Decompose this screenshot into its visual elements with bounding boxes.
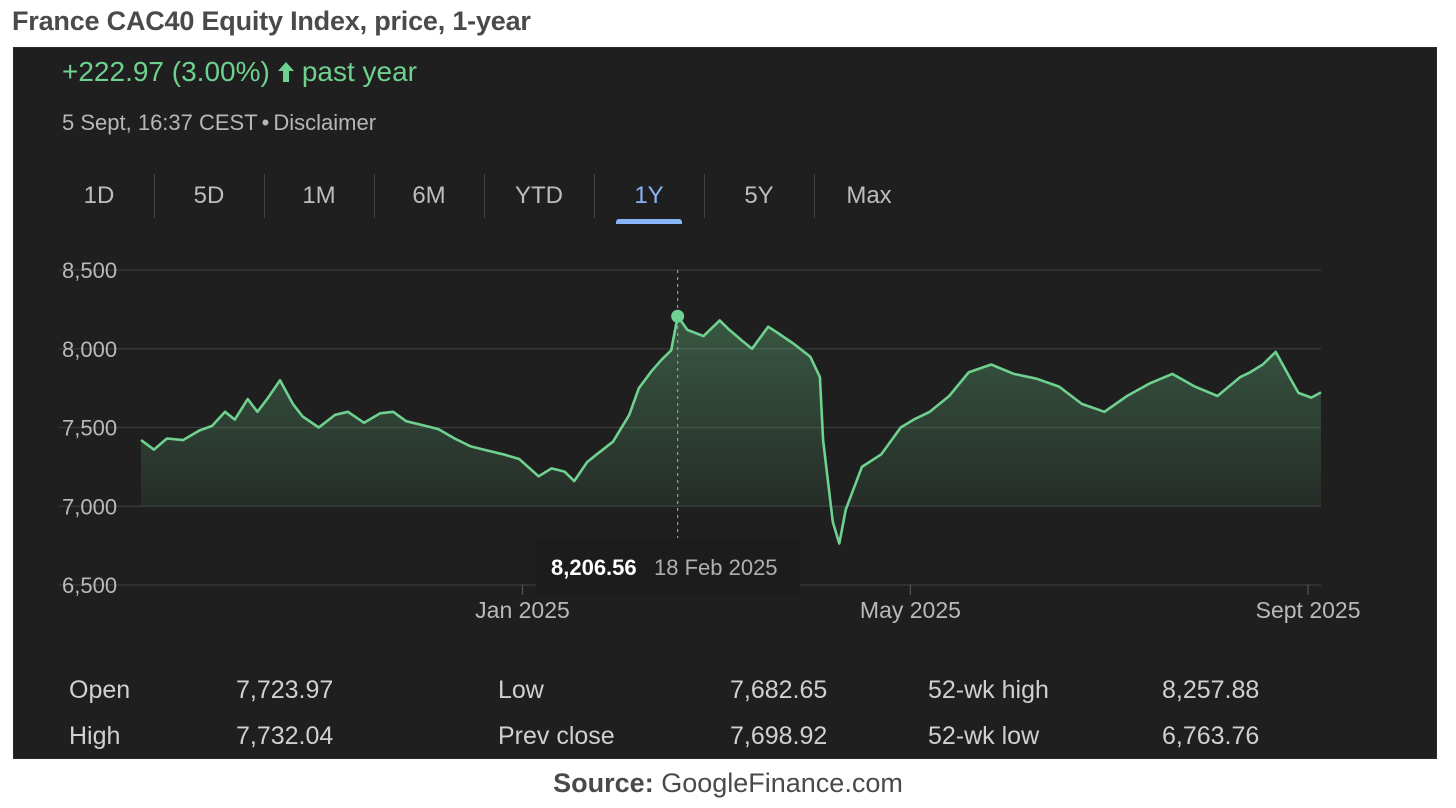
tab-6m[interactable]: 6M — [374, 168, 484, 224]
tooltip: 8,206.56 18 Feb 2025 — [536, 538, 800, 594]
source-name: GoogleFinance.com — [661, 768, 903, 798]
stat-open-value: 7,723.97 — [236, 676, 334, 704]
y-tick-label: 7,000 — [62, 494, 117, 519]
x-tick-label: Sept 2025 — [1256, 597, 1361, 623]
y-tick-label: 8,000 — [62, 337, 117, 362]
hover-dot — [671, 309, 685, 323]
price-line — [140, 314, 1322, 545]
x-tick-label: May 2025 — [860, 597, 961, 623]
tab-1m[interactable]: 1M — [264, 168, 374, 224]
stat-low-value: 7,682.65 — [730, 676, 828, 704]
price-change-value: +222.97 (3.00%) — [62, 56, 270, 87]
price-area — [141, 316, 1321, 544]
stat-prev-close-label: Prev close — [498, 722, 615, 750]
tooltip-background — [536, 538, 800, 594]
stat-high-value: 7,732.04 — [236, 722, 334, 750]
source-caption: Source: GoogleFinance.com — [0, 768, 1456, 799]
disclaimer-link[interactable]: Disclaimer — [273, 110, 377, 135]
tab-ytd[interactable]: YTD — [484, 168, 594, 224]
source-prefix: Source: — [553, 768, 654, 798]
stat-52wk-high-label: 52-wk high — [928, 676, 1049, 704]
y-tick-label: 8,500 — [62, 258, 117, 283]
separator-dot: • — [261, 110, 270, 135]
timestamp: 5 Sept, 16:37 CEST — [62, 110, 258, 135]
tab-5d[interactable]: 5D — [154, 168, 264, 224]
tab-1d[interactable]: 1D — [83, 182, 115, 209]
stat-52wk-low-value: 6,763.76 — [1162, 722, 1260, 750]
y-tick-label: 6,500 — [62, 573, 117, 598]
stat-prev-close-value: 7,698.92 — [730, 722, 828, 750]
stat-low-label: Low — [498, 676, 544, 704]
price-change: +222.97 (3.00%) past year — [62, 56, 417, 88]
tab-1y[interactable]: 1Y — [594, 168, 704, 224]
finance-panel: +222.97 (3.00%) past year 5 Sept, 16:37 … — [13, 47, 1437, 759]
tab-max[interactable]: Max — [814, 168, 924, 224]
range-tabs: 1D 5D 1M 6M YTD 1Y 5Y Max — [44, 168, 924, 224]
arrow-up-icon — [277, 62, 294, 82]
tooltip-date: 18 Feb 2025 — [654, 555, 778, 580]
tooltip-value: 8,206.56 — [551, 555, 637, 580]
y-axis: 6,500 7,000 7,500 8,000 8,500 — [62, 258, 117, 598]
timestamp-row: 5 Sept, 16:37 CEST • Disclaimer — [62, 110, 376, 136]
x-axis: Jan 2025 May 2025 Sept 2025 — [475, 585, 1361, 623]
stat-52wk-low-label: 52-wk low — [928, 722, 1040, 750]
stat-high-label: High — [69, 722, 121, 750]
page-title: France CAC40 Equity Index, price, 1-year — [12, 6, 531, 36]
tab-5y[interactable]: 5Y — [704, 168, 814, 224]
y-tick-label: 7,500 — [62, 416, 117, 441]
price-change-period: past year — [301, 56, 417, 87]
stats-table: Open 7,723.97 High 7,732.04 Low 7,682.65… — [14, 664, 1436, 758]
x-tick-label: Jan 2025 — [475, 597, 570, 623]
stat-open-label: Open — [69, 676, 131, 704]
price-chart[interactable]: 6,500 7,000 7,500 8,000 8,500 Jan 2025 May 20… — [14, 48, 1437, 648]
stat-52wk-high-value: 8,257.88 — [1162, 676, 1260, 704]
